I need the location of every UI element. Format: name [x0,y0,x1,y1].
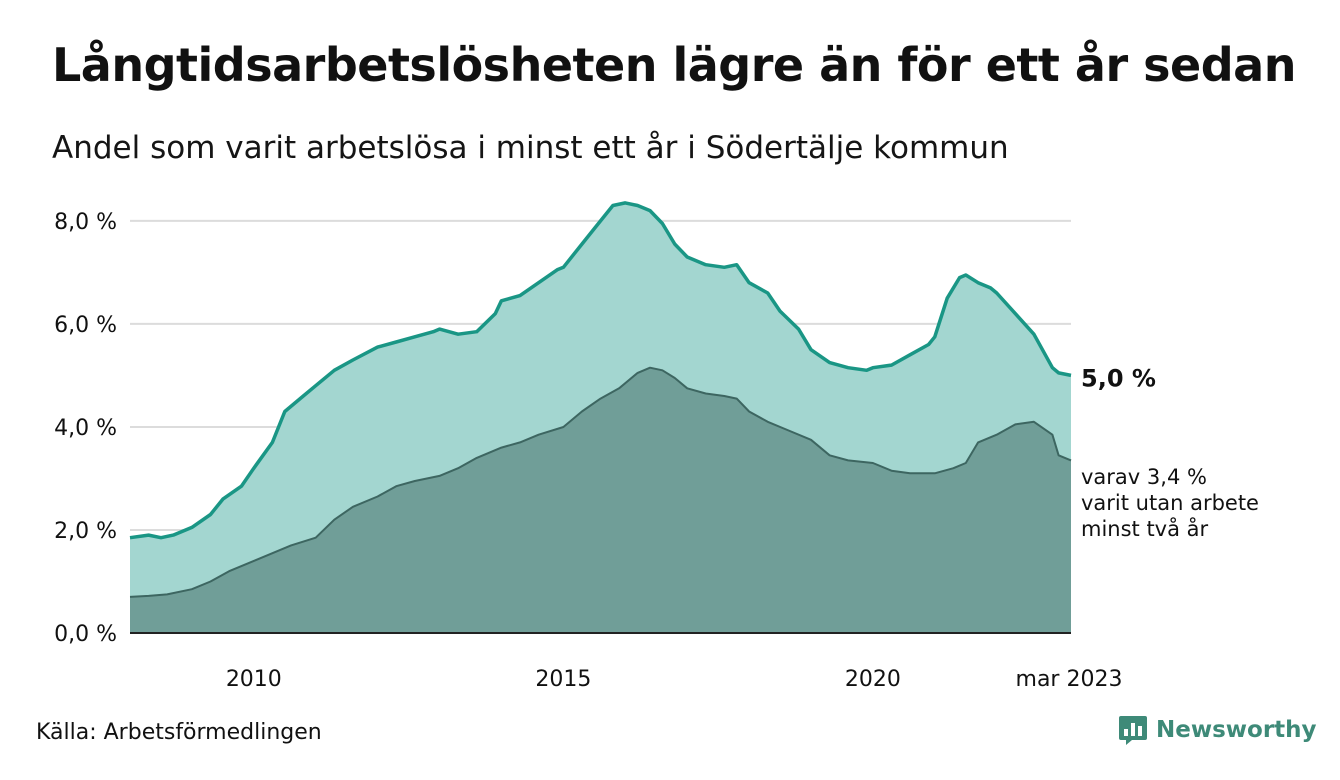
series-1-line [129,201,1072,540]
y-tick-label: 6,0 % [54,313,117,338]
x-tick-label: mar 2023 [1016,667,1123,692]
newsworthy-logo-icon [1119,716,1147,745]
y-tick-label: 0,0 % [54,622,117,647]
brand[interactable]: Newsworthy [1118,714,1317,746]
series-1-end-label: 5,0 % [1081,364,1156,392]
y-tick-label: 2,0 % [54,519,117,544]
source-note: Källa: Arbetsförmedlingen [36,720,322,745]
x-tick-label: 2010 [226,667,282,692]
series-2-end-label-line: varit utan arbete [1081,491,1259,515]
page-title: Långtidsarbetslösheten lägre än för ett … [52,38,1296,92]
series-2-end-label-line: minst två år [1081,516,1209,541]
y-tick-label: 8,0 % [54,210,117,235]
y-tick-label: 4,0 % [54,416,117,441]
x-tick-label: 2015 [535,667,591,692]
x-tick-label: 2020 [845,667,901,692]
series-2-area [130,367,1071,633]
series-2-end-label-line: varav 3,4 % [1081,465,1207,489]
area-chart: 0,0 % 2,0 % 4,0 % 6,0 % 8,0 % 2010 2015 2020 mar… [54,201,1259,692]
chart-subtitle: Andel som varit arbetslösa i minst ett å… [52,130,1009,166]
brand-name: Newsworthy [1156,717,1317,743]
series-2-line [129,366,1072,598]
axes: 0,0 % 2,0 % 4,0 % 6,0 % 8,0 % 2010 2015 2020 mar… [54,210,1122,692]
chart-areas [129,201,1072,633]
